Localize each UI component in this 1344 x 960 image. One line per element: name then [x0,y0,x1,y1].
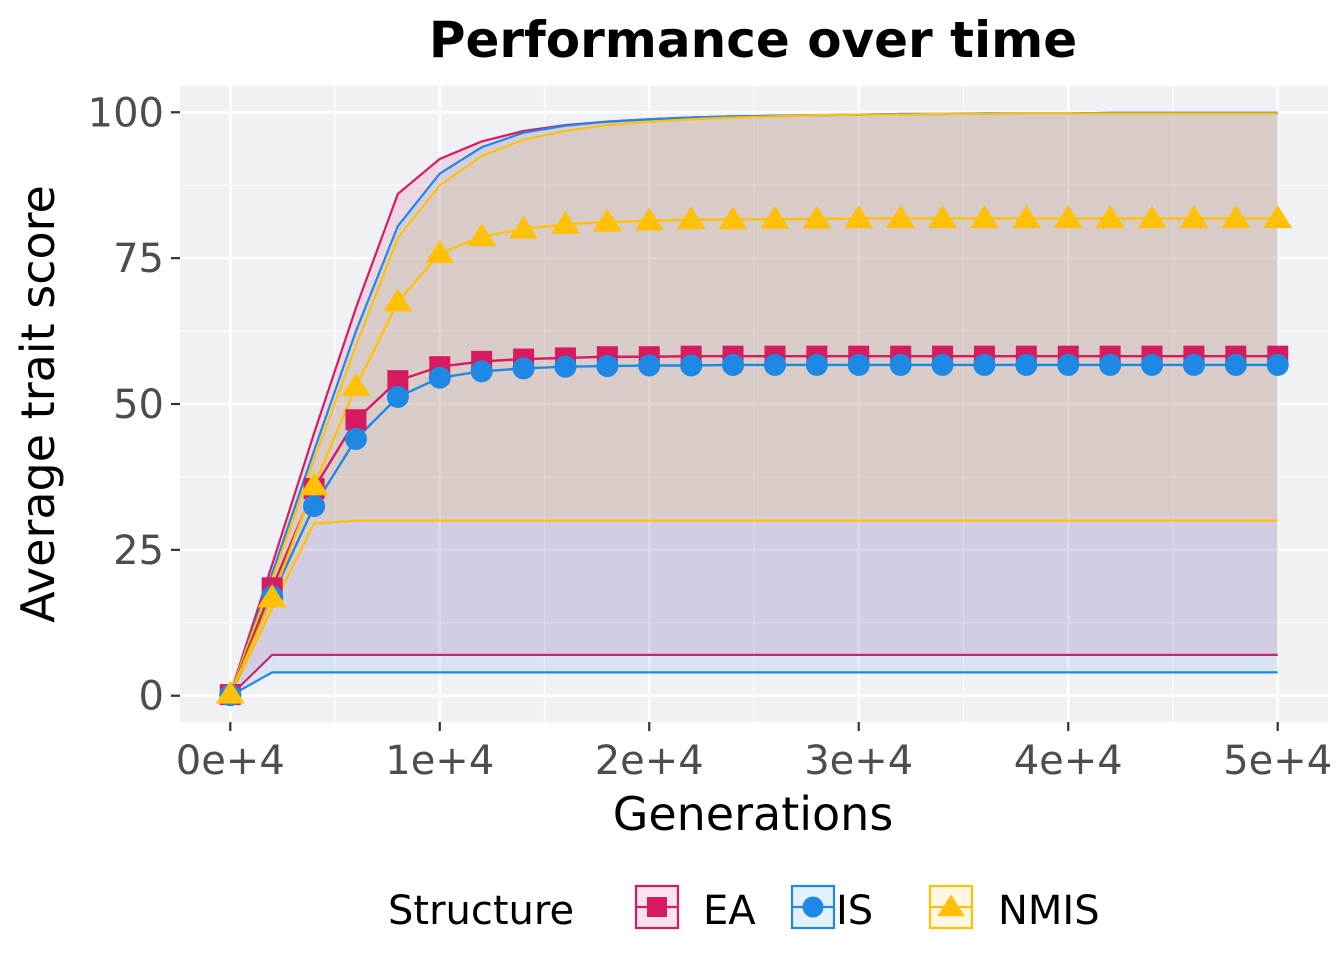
point-is [428,366,451,389]
point-is [344,427,367,451]
x-tick-label: 2e+4 [595,738,704,784]
x-tick-label: 0e+4 [176,738,285,784]
series-markers [215,205,1293,707]
point-is [470,360,493,383]
point-nmis [676,206,706,230]
point-nmis [844,205,874,229]
x-tick-label: 5e+4 [1223,738,1332,784]
y-axis-title: Average trait score [11,185,65,623]
point-nmis [802,205,832,229]
band-upper-nmis [229,112,1278,694]
legend-item-ea: EA [634,884,756,934]
chart-title: Performance over time [429,11,1077,69]
point-nmis [257,584,287,608]
y-axis: 0 25 50 75 100 [88,90,180,720]
point-is [1099,353,1122,376]
point-nmis [1137,205,1167,229]
point-nmis [1179,205,1209,229]
point-is [763,353,786,376]
x-tick-label: 1e+4 [385,738,494,784]
y-tick-label: 25 [113,528,164,574]
legend-key-marker [647,897,667,917]
point-is [596,355,619,378]
point-nmis [425,240,455,264]
point-nmis [928,205,958,229]
band-lower-is [229,671,1278,697]
point-nmis [969,205,999,229]
point-is [303,495,326,518]
point-nmis [1053,205,1083,229]
point-nmis [467,223,497,247]
point-is [973,353,996,376]
legend-key-marker [802,896,824,918]
point-ea [345,409,367,431]
point-is [1224,353,1247,376]
band-lower-nmis [229,519,1278,697]
legend-label: EA [703,888,756,934]
point-is [931,353,954,376]
legend-item-nmis: NMIS [928,884,1100,934]
point-is [847,353,870,376]
point-nmis [299,472,329,496]
point-nmis [886,205,916,229]
band-nmis [230,113,1278,696]
point-nmis [760,205,790,229]
band-is [230,112,1278,696]
point-nmis [341,373,371,397]
point-is [722,353,745,376]
point-is [1057,353,1080,376]
x-axis-title: Generations [613,787,894,841]
point-nmis [550,211,580,234]
point-is [386,385,409,409]
point-is [1182,353,1205,376]
band-ea [230,112,1278,696]
point-is [512,357,535,380]
legend-item-is: IS [790,884,873,934]
ci-bands [229,111,1278,697]
legend: Structure EA IS NMIS [388,884,1100,934]
legend-key-marker [937,894,965,917]
point-is [680,354,703,377]
x-tick-label: 4e+4 [1014,738,1123,784]
point-nmis [1221,205,1251,229]
legend-label: NMIS [998,888,1100,934]
point-nmis [1011,205,1041,229]
point-nmis [1095,205,1125,229]
point-is [1266,353,1289,376]
point-nmis [383,288,413,312]
point-nmis [634,207,664,231]
x-tick-label: 3e+4 [804,738,913,784]
point-nmis [1263,205,1293,229]
point-nmis [509,215,539,239]
point-is [554,355,577,378]
legend-label: IS [836,888,873,934]
legend-title: Structure [388,888,574,934]
point-nmis [215,680,245,704]
point-ea [387,370,409,392]
band-lower-ea [229,653,1278,697]
point-is [638,354,661,377]
point-is [889,353,912,376]
point-nmis [718,206,748,230]
y-tick-label: 75 [113,236,164,282]
y-tick-label: 0 [139,674,164,720]
point-is [1015,353,1038,376]
point-is [805,353,828,376]
y-tick-label: 100 [88,90,164,136]
x-axis: 0e+4 1e+4 2e+4 3e+4 4e+4 5e+4 [176,722,1332,784]
y-tick-label: 50 [113,382,164,428]
point-nmis [592,208,622,232]
point-is [1141,353,1164,376]
